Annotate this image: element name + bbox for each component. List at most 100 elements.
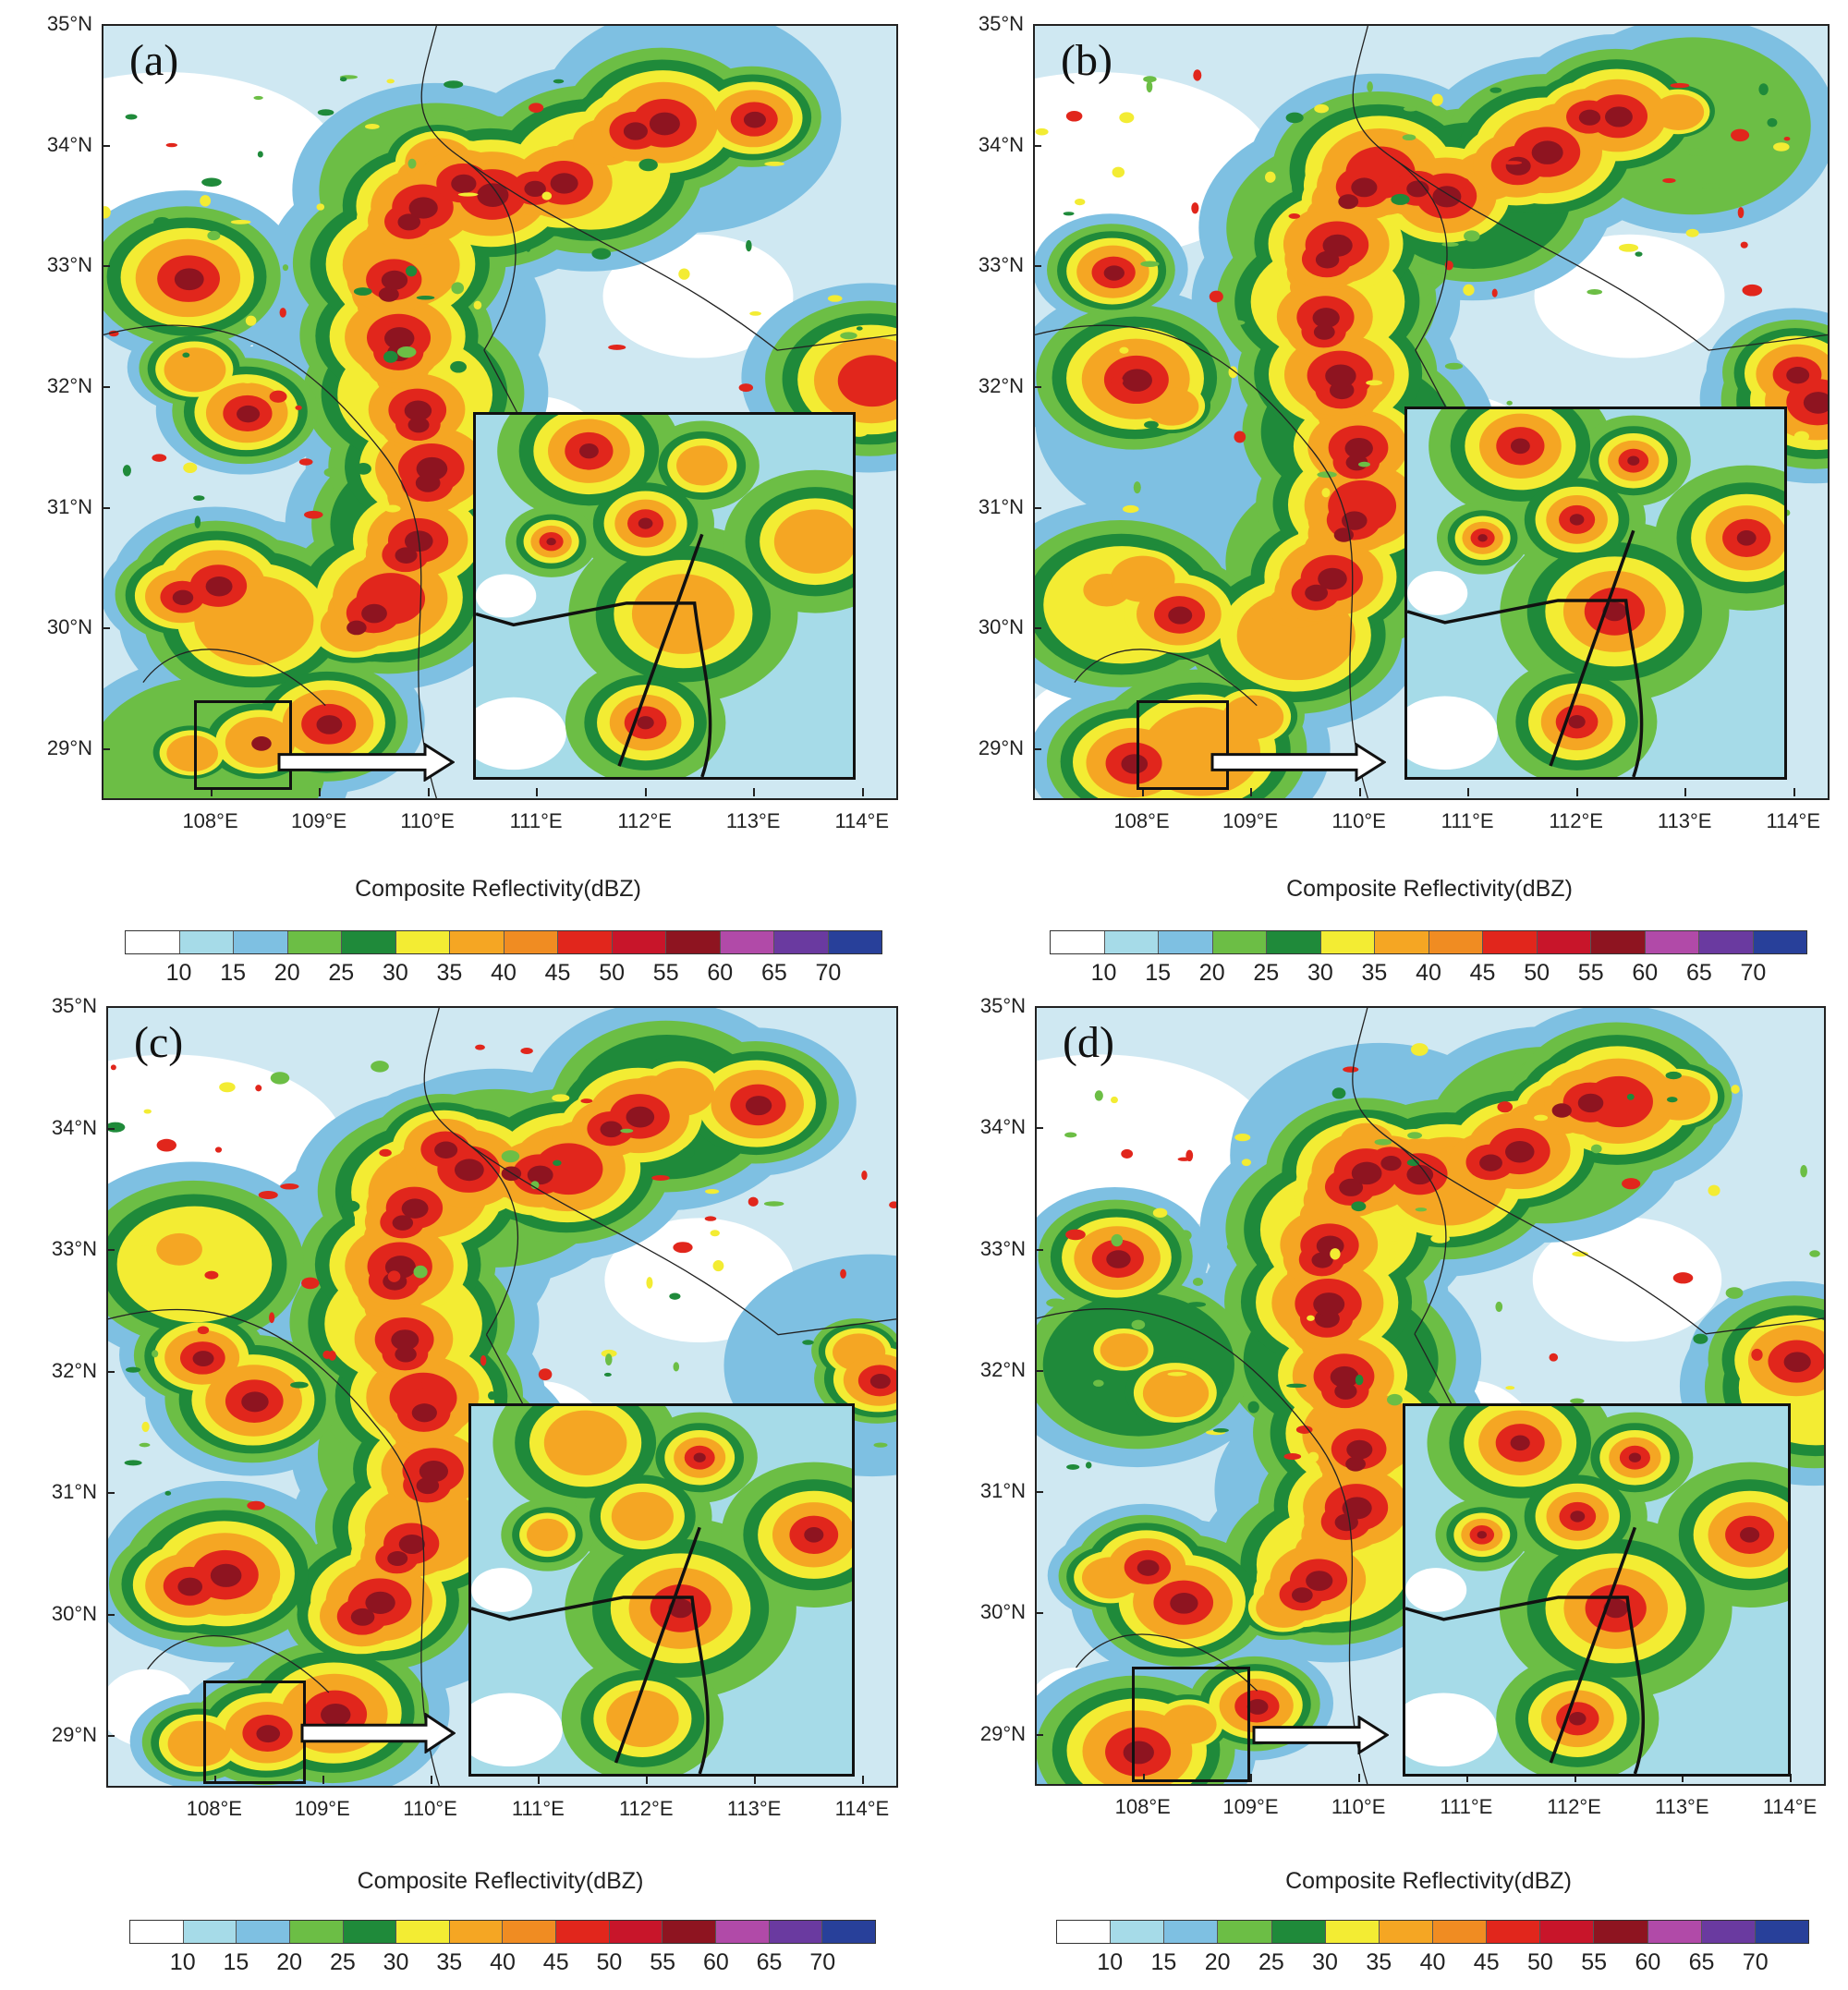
small-cell xyxy=(1119,346,1129,354)
small-cell xyxy=(1307,1451,1319,1462)
small-cell xyxy=(407,158,417,169)
lat-tick-label: 33°N xyxy=(51,1237,97,1261)
echo-cell xyxy=(1505,156,1531,176)
small-cell xyxy=(1212,1427,1229,1433)
echo-cell xyxy=(1168,606,1193,625)
echo-cell xyxy=(387,1550,408,1567)
small-cell xyxy=(1178,1230,1192,1242)
colorbar-swatch xyxy=(1212,931,1267,953)
small-cell xyxy=(1391,193,1410,205)
echo-cell xyxy=(626,1106,655,1128)
colorbar-tick-label: 70 xyxy=(1742,1949,1769,1975)
lon-tick-label: 112°E xyxy=(1549,809,1603,832)
clear-area xyxy=(471,1568,532,1612)
colorbar-tick-label: 20 xyxy=(276,1949,303,1975)
colorbar-tick-label: 45 xyxy=(544,960,571,986)
small-cell xyxy=(473,300,482,310)
map-frame xyxy=(102,24,898,800)
small-cell xyxy=(1800,1164,1807,1178)
echo-cell xyxy=(1339,1178,1364,1196)
colorbar-swatch xyxy=(504,931,558,953)
colorbar-swatch xyxy=(237,1921,290,1943)
lon-tick-label: 109°E xyxy=(294,1797,350,1820)
border-line xyxy=(147,1635,330,1693)
lon-tick xyxy=(1575,788,1578,796)
echo-cell xyxy=(773,509,853,574)
small-cell xyxy=(371,1061,389,1073)
lat-tick xyxy=(1033,24,1041,26)
colorbar-swatch xyxy=(663,1921,717,1943)
lon-tick xyxy=(213,1776,216,1784)
small-cell xyxy=(258,1190,278,1200)
lat-tick-label: 33°N xyxy=(979,1236,1026,1260)
inset-map xyxy=(1407,409,1784,777)
small-cell xyxy=(748,1196,759,1207)
small-cell xyxy=(339,77,347,82)
panel-a: (a) 35°N 34°N 33°N 32°N 31°N 30°N 29°N 108°E 109°… xyxy=(0,0,924,995)
inset-level-5 xyxy=(668,1452,824,1619)
small-cell xyxy=(525,239,532,252)
colorbar-swatch xyxy=(822,1921,875,1943)
small-cell xyxy=(601,1349,617,1358)
small-cell xyxy=(1226,1243,1236,1251)
small-cell xyxy=(1288,212,1301,219)
echo-cell xyxy=(1306,1571,1333,1591)
echo-cell xyxy=(1510,1435,1530,1451)
small-cell xyxy=(384,504,401,513)
small-cell xyxy=(1264,171,1276,183)
small-cell xyxy=(122,465,131,477)
echo-cell xyxy=(1647,1074,1710,1121)
small-cell xyxy=(386,79,395,84)
small-cell xyxy=(1146,80,1153,93)
colorbar-tick-label: 50 xyxy=(1527,1949,1553,1975)
scattered-cells xyxy=(103,75,869,528)
border-line xyxy=(459,156,896,351)
small-cell xyxy=(125,114,138,120)
lon-tick-label: 110°E xyxy=(403,1797,457,1820)
lat-tick xyxy=(106,1613,115,1616)
echo-cell xyxy=(192,1351,214,1366)
echo-cell xyxy=(401,1198,429,1219)
colorbar-swatch xyxy=(1379,1921,1433,1943)
echo-cell xyxy=(1736,530,1757,546)
clear-area xyxy=(476,574,537,618)
small-cell xyxy=(529,103,544,113)
reflectivity-level-6 xyxy=(177,1096,891,1743)
small-cell xyxy=(827,295,843,302)
lon-tick xyxy=(1142,1774,1145,1782)
reflectivity-level-6 xyxy=(1103,106,1828,774)
small-cell xyxy=(1635,251,1643,257)
colorbar-swatch xyxy=(716,1921,770,1943)
small-cell xyxy=(416,296,435,300)
colorbar-tick-label: 55 xyxy=(1577,960,1604,986)
colorbar-tick-label: 20 xyxy=(1204,1949,1231,1975)
colorbar-tick-label: 60 xyxy=(1632,960,1659,986)
panel-b: (b) 35°N 34°N 33°N 32°N 31°N 30°N 29°N 108°E 109°… xyxy=(924,0,1848,995)
lat-tick-label: 30°N xyxy=(979,1600,1026,1624)
echo-cell xyxy=(419,1460,448,1483)
lat-tick-label: 31°N xyxy=(46,494,92,518)
small-cell xyxy=(1193,69,1202,81)
border-line xyxy=(1391,156,1828,351)
lat-tick-label: 29°N xyxy=(51,1723,97,1747)
lat-tick-label: 29°N xyxy=(46,735,92,759)
colorbar-tick-label: 30 xyxy=(382,960,408,986)
colorbar xyxy=(125,930,882,954)
small-cell xyxy=(270,1072,290,1085)
small-cell xyxy=(1387,1393,1403,1406)
inset-map xyxy=(476,415,853,777)
lon-tick xyxy=(210,788,213,796)
reflectivity-map xyxy=(103,26,896,798)
small-cell xyxy=(282,264,289,272)
colorbar-tick-label: 55 xyxy=(650,1949,676,1975)
lon-tick xyxy=(1250,788,1253,796)
axis-caption: Composite Reflectivity(dBZ) xyxy=(355,876,641,902)
echo-cell xyxy=(321,1703,351,1727)
lat-tick-label: 32°N xyxy=(51,1358,97,1382)
small-cell xyxy=(1143,76,1157,83)
echo-cell xyxy=(1783,1352,1811,1373)
small-cell xyxy=(316,203,325,211)
colorbar-swatch xyxy=(1699,931,1754,953)
small-cell xyxy=(1167,1372,1187,1377)
small-cell xyxy=(1463,284,1475,297)
